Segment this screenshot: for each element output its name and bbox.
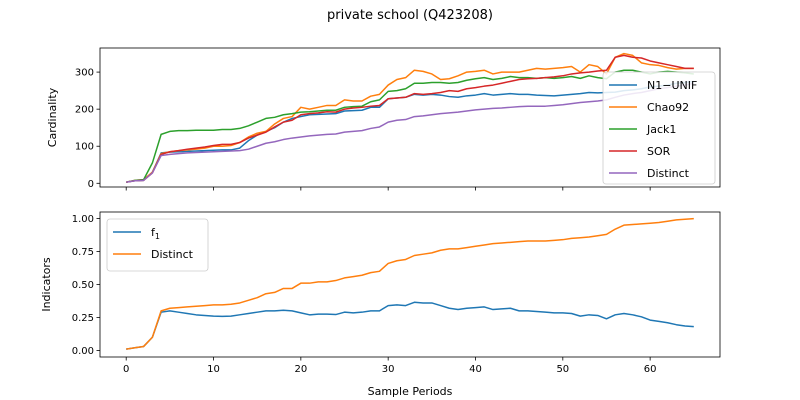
y-tick-label: 300 — [75, 68, 94, 79]
y-tick-label: 200 — [75, 105, 94, 116]
legend-box — [106, 218, 209, 272]
series-line-chao92 — [126, 52, 694, 183]
series-line-f — [126, 301, 694, 350]
legend: N1−UNIF Chao92 Jack1 SOR Distinct — [602, 71, 716, 185]
legend: f1 Distinct — [106, 218, 209, 272]
y-tick-label: 0.25 — [72, 313, 94, 324]
x-tick-label: 20 — [294, 364, 307, 375]
y-axis-label: Cardinality — [46, 87, 59, 147]
y-tick-label: 0.75 — [72, 247, 94, 258]
legend-label: Distinct — [647, 167, 690, 180]
y-tick-label: 0.50 — [72, 280, 94, 291]
x-tick-label: 50 — [556, 364, 569, 375]
cardinality-panel: 0 100 200 300 Cardinality N1−UNIF Chao92 Jack1 S… — [46, 47, 721, 191]
legend-label: Jack1 — [646, 123, 676, 136]
legend-box — [602, 71, 716, 185]
legend-label: f1 — [151, 226, 160, 241]
x-tick-label: 30 — [382, 364, 395, 375]
series-lines — [126, 52, 694, 183]
series-line-sor — [126, 54, 694, 183]
x-tick-label: 10 — [207, 364, 220, 375]
x-tick-label: 60 — [644, 364, 657, 375]
legend-label: Distinct — [151, 248, 194, 261]
indicators-panel: 0 10 20 30 40 50 60 0.00 0.25 0.50 0.75 1.00 Indicat… — [40, 211, 721, 398]
legend-label: Chao92 — [647, 101, 689, 114]
x-tick-label: 0 — [123, 364, 129, 375]
legend-label: SOR — [647, 145, 671, 158]
series-line-distinct — [126, 217, 694, 350]
y-tick-label: 0 — [88, 179, 94, 190]
legend-label: N1−UNIF — [647, 79, 697, 92]
chart-title: private school (Q423208) — [327, 8, 493, 23]
x-tick-label: 40 — [469, 364, 482, 375]
y-tick-label: 0.00 — [72, 346, 94, 357]
y-axis-label: Indicators — [40, 257, 53, 312]
series-lines — [126, 217, 694, 350]
x-axis-label: Sample Periods — [368, 385, 453, 398]
series-line-jack1 — [126, 69, 694, 183]
y-tick-label: 1.00 — [72, 214, 94, 225]
axes-frame — [99, 47, 721, 188]
y-tick-label: 100 — [75, 142, 94, 153]
series-line-distinct — [126, 82, 694, 183]
